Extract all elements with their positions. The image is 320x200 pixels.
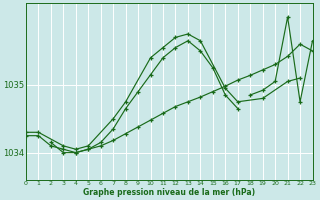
X-axis label: Graphe pression niveau de la mer (hPa): Graphe pression niveau de la mer (hPa) <box>83 188 255 197</box>
